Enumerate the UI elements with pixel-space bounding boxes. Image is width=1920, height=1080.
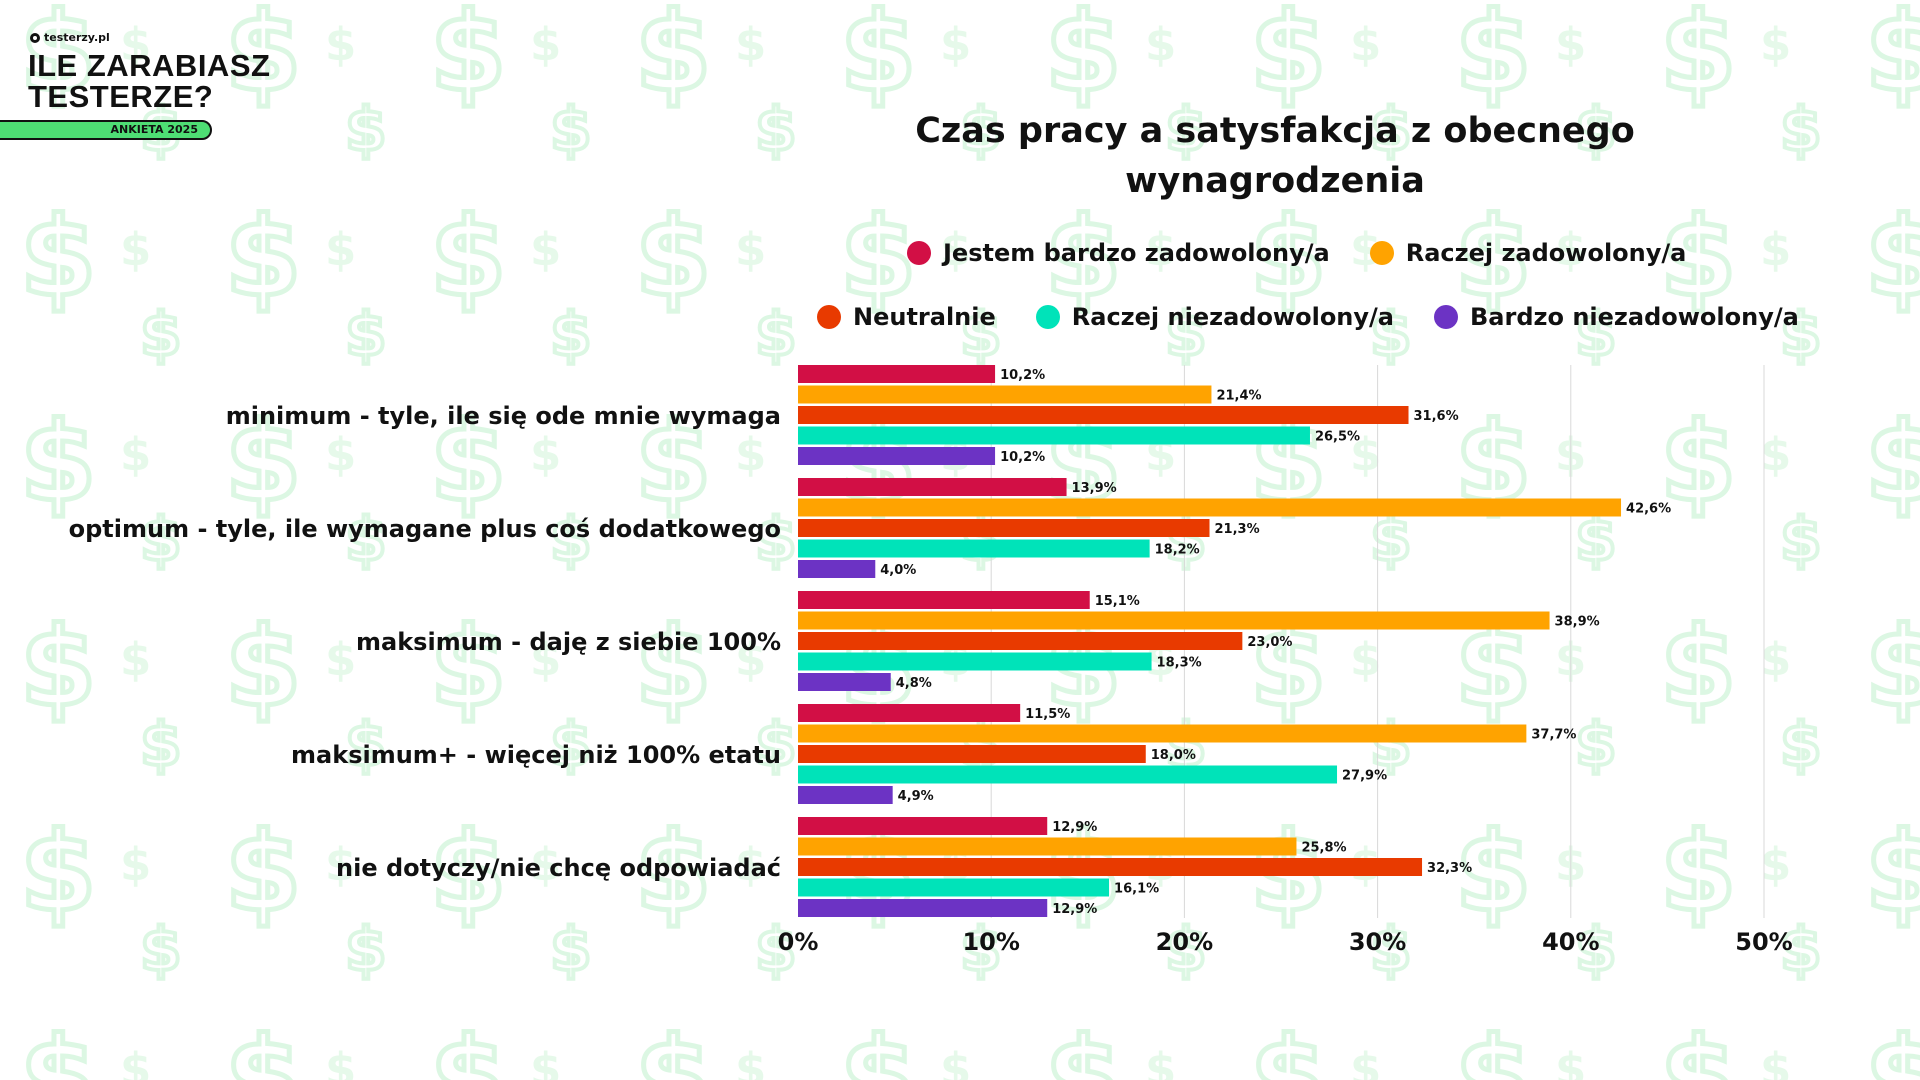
legend-label: Raczej zadowolony/a bbox=[1405, 239, 1687, 267]
x-tick-label: 50% bbox=[1735, 928, 1792, 956]
data-label: 27,9% bbox=[1342, 769, 1387, 784]
legend-dot-icon bbox=[1434, 305, 1458, 329]
data-label: 12,9% bbox=[1052, 820, 1097, 835]
brand-line1: ILE ZARABIASZ bbox=[28, 48, 271, 83]
bar bbox=[798, 899, 1048, 917]
title-line2: wynagrodzenia bbox=[1125, 161, 1425, 201]
x-tick-label: 40% bbox=[1542, 928, 1599, 956]
data-label: 18,0% bbox=[1151, 748, 1196, 763]
data-label: 26,5% bbox=[1315, 430, 1360, 445]
brand-line2: TESTERZE? bbox=[28, 79, 214, 114]
data-label: 10,2% bbox=[1000, 450, 1045, 465]
data-label: 18,2% bbox=[1155, 543, 1200, 558]
legend-label: Bardzo niezadowolony/a bbox=[1470, 303, 1799, 331]
bar bbox=[798, 632, 1243, 650]
data-label: 21,3% bbox=[1215, 522, 1260, 537]
legend-dot-icon bbox=[1035, 305, 1060, 329]
legend-item: Neutralnie bbox=[817, 303, 996, 331]
testerzy-logo: testerzy.pl bbox=[30, 31, 110, 44]
data-label: 32,3% bbox=[1427, 861, 1472, 876]
bar bbox=[798, 478, 1067, 496]
x-tick-label: 0% bbox=[778, 928, 819, 956]
data-label: 10,2% bbox=[1000, 368, 1045, 383]
data-label: 4,8% bbox=[896, 676, 932, 691]
bar bbox=[798, 837, 1297, 856]
bar bbox=[798, 385, 1212, 404]
bar bbox=[798, 498, 1622, 517]
brand-title: ILE ZARABIASZ TESTERZE? bbox=[28, 50, 270, 112]
data-label: 37,7% bbox=[1531, 728, 1576, 743]
bar bbox=[798, 704, 1021, 722]
data-label: 16,1% bbox=[1114, 882, 1159, 897]
legend-row-2: Neutralnie Raczej niezadowolony/a Bardzo… bbox=[817, 303, 1799, 331]
category-label: minimum - tyle, ile się ode mnie wymaga bbox=[226, 402, 781, 430]
legend-row-1: Jestem bardzo zadowolony/a Raczej zadowo… bbox=[907, 239, 1686, 267]
legend-item: Jestem bardzo zadowolony/a bbox=[907, 239, 1330, 267]
data-label: 11,5% bbox=[1025, 707, 1070, 722]
data-label: 13,9% bbox=[1072, 481, 1117, 496]
data-label: 42,6% bbox=[1626, 502, 1671, 517]
chart-title: Czas pracy a satysfakcja z obecnego wynag… bbox=[860, 106, 1690, 206]
x-tick-label: 20% bbox=[1156, 928, 1213, 956]
bar bbox=[798, 817, 1048, 835]
bar bbox=[798, 560, 876, 578]
bar bbox=[798, 591, 1090, 609]
x-tick-label: 30% bbox=[1349, 928, 1406, 956]
title-line1: Czas pracy a satysfakcja z obecnego bbox=[915, 111, 1635, 151]
legend-dot-icon bbox=[907, 241, 931, 265]
data-label: 15,1% bbox=[1095, 594, 1140, 609]
data-label: 38,9% bbox=[1555, 615, 1600, 630]
bar bbox=[798, 765, 1338, 784]
category-label: nie dotyczy/nie chcę odpowiadać bbox=[336, 854, 781, 882]
x-tick-label: 10% bbox=[962, 928, 1019, 956]
data-label: 18,3% bbox=[1157, 656, 1202, 671]
legend-label: Jestem bardzo zadowolony/a bbox=[943, 239, 1330, 267]
data-label: 4,9% bbox=[898, 789, 934, 804]
category-label: maksimum+ - więcej niż 100% etatu bbox=[291, 741, 781, 769]
bar bbox=[798, 365, 996, 383]
bar bbox=[798, 673, 891, 691]
bar bbox=[798, 519, 1210, 537]
bar bbox=[798, 447, 996, 465]
legend-item: Bardzo niezadowolony/a bbox=[1434, 303, 1799, 331]
legend-item: Raczej zadowolony/a bbox=[1369, 239, 1687, 267]
legend-label: Raczej niezadowolony/a bbox=[1071, 303, 1394, 331]
data-label: 21,4% bbox=[1216, 389, 1261, 404]
data-label: 12,9% bbox=[1052, 902, 1097, 917]
bar bbox=[798, 652, 1152, 671]
bar bbox=[798, 406, 1409, 424]
bar bbox=[798, 878, 1110, 897]
legend-dot-icon bbox=[817, 305, 841, 329]
bar bbox=[798, 539, 1150, 558]
bar bbox=[798, 426, 1310, 445]
category-label: optimum - tyle, ile wymagane plus coś do… bbox=[69, 515, 781, 543]
logo-icon bbox=[30, 32, 40, 43]
legend-dot-icon bbox=[1369, 241, 1394, 265]
data-label: 31,6% bbox=[1414, 409, 1459, 424]
bar bbox=[798, 858, 1423, 876]
data-label: 4,0% bbox=[880, 563, 916, 578]
survey-badge: ANKIETA 2025 bbox=[0, 120, 212, 140]
site-name: testerzy.pl bbox=[44, 31, 110, 44]
bar bbox=[798, 724, 1527, 743]
legend-item: Raczej niezadowolony/a bbox=[1035, 303, 1394, 331]
bar bbox=[798, 786, 893, 804]
category-label: maksimum - daję z siebie 100% bbox=[356, 628, 781, 656]
bar bbox=[798, 745, 1146, 763]
data-label: 25,8% bbox=[1301, 841, 1346, 856]
legend-label: Neutralnie bbox=[853, 303, 996, 331]
bar bbox=[798, 611, 1550, 630]
data-label: 23,0% bbox=[1247, 635, 1292, 650]
